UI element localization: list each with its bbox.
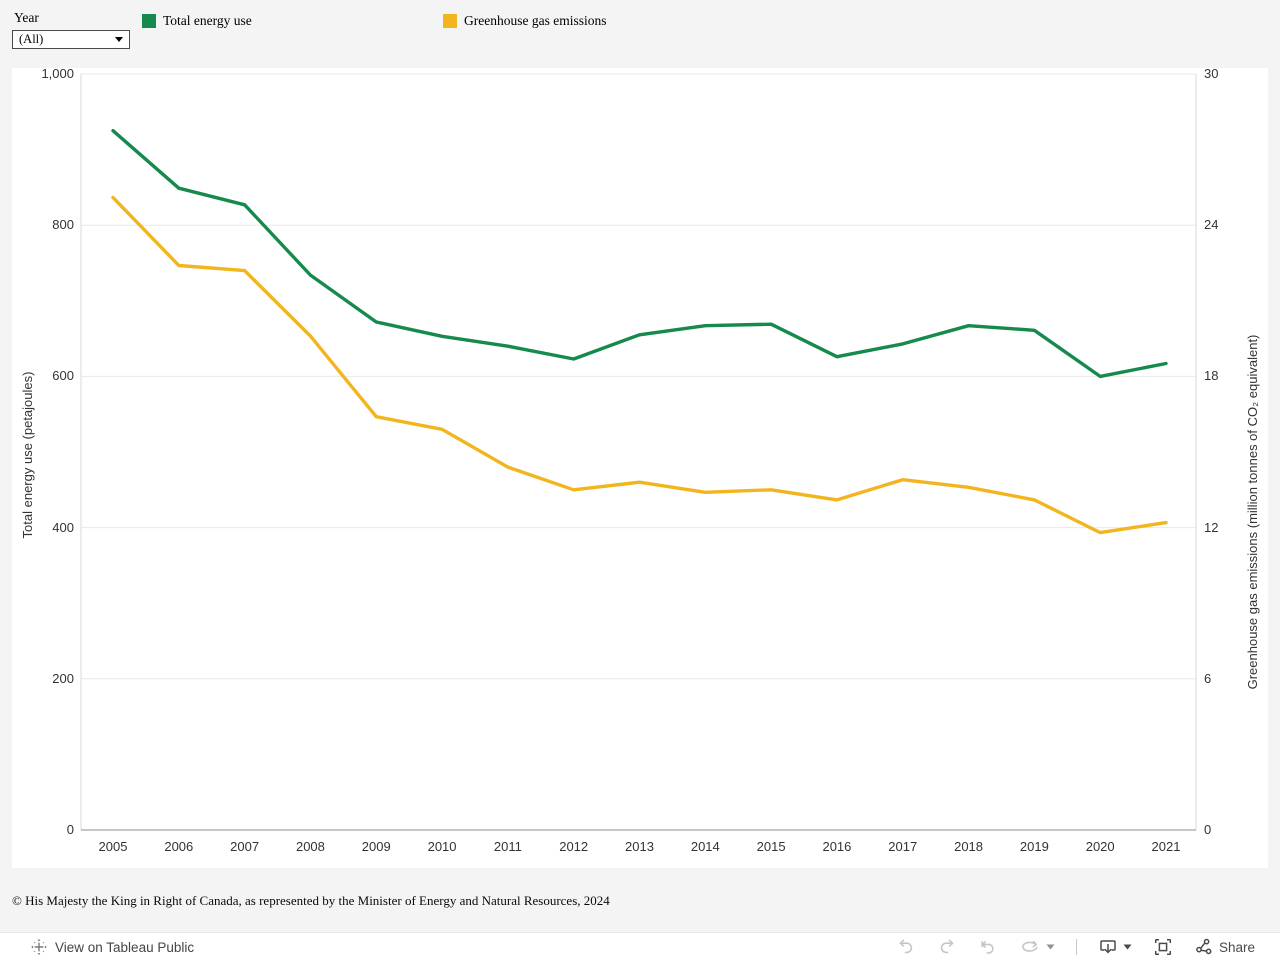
copyright-text: © His Majesty the King in Right of Canad…	[12, 893, 610, 908]
y-tick-label-right: 12	[1204, 519, 1219, 535]
tableau-toolbar: View on Tableau Public	[0, 932, 1280, 960]
refresh-button[interactable]	[1019, 937, 1055, 957]
chart-card: 0 200 400 600 800 1,000 0 6 12 18 24 30 2005 2006 2007…	[12, 66, 1268, 868]
refresh-caret-icon	[1046, 944, 1055, 950]
left-axis-title: Total energy use (petajoules)	[20, 371, 35, 539]
x-tick-label: 2016	[822, 839, 852, 854]
year-filter-label: Year	[14, 10, 39, 25]
download-icon	[1100, 940, 1116, 954]
dual-axis-line-chart[interactable]	[12, 68, 1268, 868]
y-tick-label-right: 24	[1204, 217, 1219, 233]
x-tick-label: 2017	[888, 839, 918, 854]
x-tick-label: 2009	[361, 839, 391, 854]
share-label: Share	[1218, 939, 1255, 955]
download-button[interactable]	[1098, 937, 1132, 957]
download-caret-icon	[1123, 944, 1132, 950]
legend-label-emissions: Greenhouse gas emissions	[464, 13, 607, 28]
chevron-down-icon	[115, 37, 123, 42]
share-button[interactable]: Share	[1194, 937, 1255, 957]
y-tick-label-right: 18	[1204, 368, 1219, 384]
legend-label-energy: Total energy use	[163, 13, 252, 28]
redo-icon	[940, 939, 954, 954]
redo-button[interactable]	[937, 937, 957, 957]
right-axis-title: Greenhouse gas emissions (million tonnes…	[1245, 334, 1260, 690]
x-tick-label: 2006	[164, 839, 194, 854]
y-tick-label-left: 0	[66, 822, 74, 837]
year-filter-value: (All)	[19, 32, 44, 46]
fullscreen-icon	[1154, 939, 1172, 955]
undo-icon	[899, 939, 913, 954]
x-tick-label: 2020	[1085, 839, 1115, 854]
tableau-logo-icon	[31, 939, 47, 955]
view-on-tableau-public-link[interactable]: View on Tableau Public	[31, 939, 194, 955]
x-tick-label: 2015	[756, 839, 786, 854]
x-tick-label: 2005	[98, 839, 128, 854]
legend-swatch-emissions	[443, 14, 457, 28]
series-line-1[interactable]	[111, 195, 1168, 535]
x-tick-label: 2012	[559, 839, 589, 854]
y-tick-label-right: 30	[1204, 66, 1219, 81]
share-icon	[1196, 938, 1212, 955]
x-tick-label: 2011	[493, 839, 522, 854]
legend-item-energy[interactable]: Total energy use	[142, 13, 252, 29]
x-tick-label: 2019	[1019, 839, 1049, 854]
legend-item-emissions[interactable]: Greenhouse gas emissions	[443, 13, 606, 29]
x-tick-label: 2008	[295, 839, 325, 854]
refresh-icon	[1021, 940, 1038, 952]
legend-swatch-energy	[142, 14, 156, 28]
toolbar-divider	[1075, 939, 1077, 955]
y-tick-label-right: 0	[1204, 822, 1212, 837]
y-tick-label-left: 200	[52, 670, 74, 686]
view-on-tableau-public-label: View on Tableau Public	[55, 939, 195, 955]
fullscreen-button[interactable]	[1153, 937, 1173, 957]
x-tick-label: 2014	[690, 839, 720, 854]
y-tick-label-left: 1,000	[41, 66, 74, 81]
y-tick-label-right: 6	[1204, 670, 1212, 686]
y-tick-label-left: 400	[52, 519, 74, 535]
x-tick-label: 2021	[1151, 839, 1181, 854]
undo-button[interactable]	[896, 937, 916, 957]
x-tick-label: 2018	[954, 839, 984, 854]
y-tick-label-left: 800	[52, 217, 74, 233]
x-tick-label: 2013	[625, 839, 654, 854]
reset-icon	[981, 941, 994, 954]
x-tick-label: 2007	[230, 839, 260, 854]
x-tick-label: 2010	[427, 839, 457, 854]
year-filter-dropdown[interactable]: (All)	[12, 30, 130, 49]
reset-button[interactable]	[978, 937, 998, 957]
series-line-0[interactable]	[111, 129, 1168, 379]
y-tick-label-left: 600	[52, 368, 74, 384]
